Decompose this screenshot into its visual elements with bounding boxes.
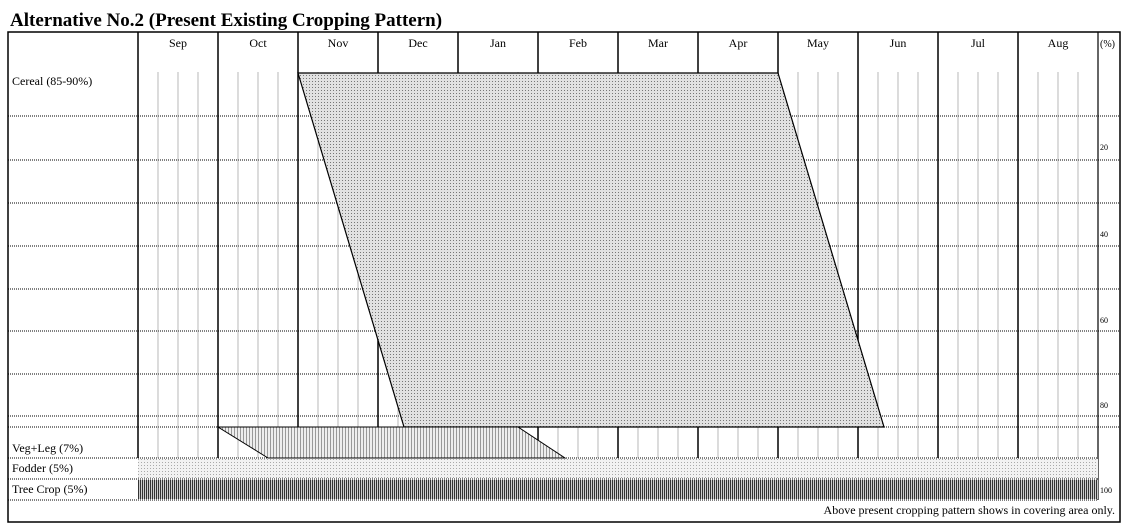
scale-tick: 100 [1100,486,1112,495]
scale-tick: 20 [1100,143,1108,152]
month-label: Jul [971,36,986,50]
crop-label: Cereal (85-90%) [12,74,92,88]
month-label: May [807,36,829,50]
scale-tick: 80 [1100,401,1108,410]
note: Above present cropping pattern shows in … [824,503,1115,517]
scale-tick: 40 [1100,230,1108,239]
scale-label: (%) [1100,39,1115,50]
cereal-area [297,72,885,428]
frame [7,31,1121,523]
month-label: Jun [890,36,907,50]
crop-label: Veg+Leg (7%) [12,441,83,455]
month-label: Aug [1048,36,1069,50]
scale-tick: 60 [1100,316,1108,325]
month-label: Nov [328,36,349,50]
month-label: Jan [490,36,506,50]
crop-label: Tree Crop (5%) [12,482,88,496]
treecrop-area [138,480,1098,499]
vegleg-area [216,426,567,459]
month-label: Mar [648,36,668,50]
fodder-area [138,459,1098,478]
crop-label: Fodder (5%) [12,461,73,475]
title: Alternative No.2 (Present Existing Cropp… [10,10,442,31]
month-label: Dec [408,36,427,50]
month-label: Apr [729,36,748,50]
month-label: Feb [569,36,587,50]
month-label: Oct [249,36,267,50]
month-label: Sep [169,36,187,50]
